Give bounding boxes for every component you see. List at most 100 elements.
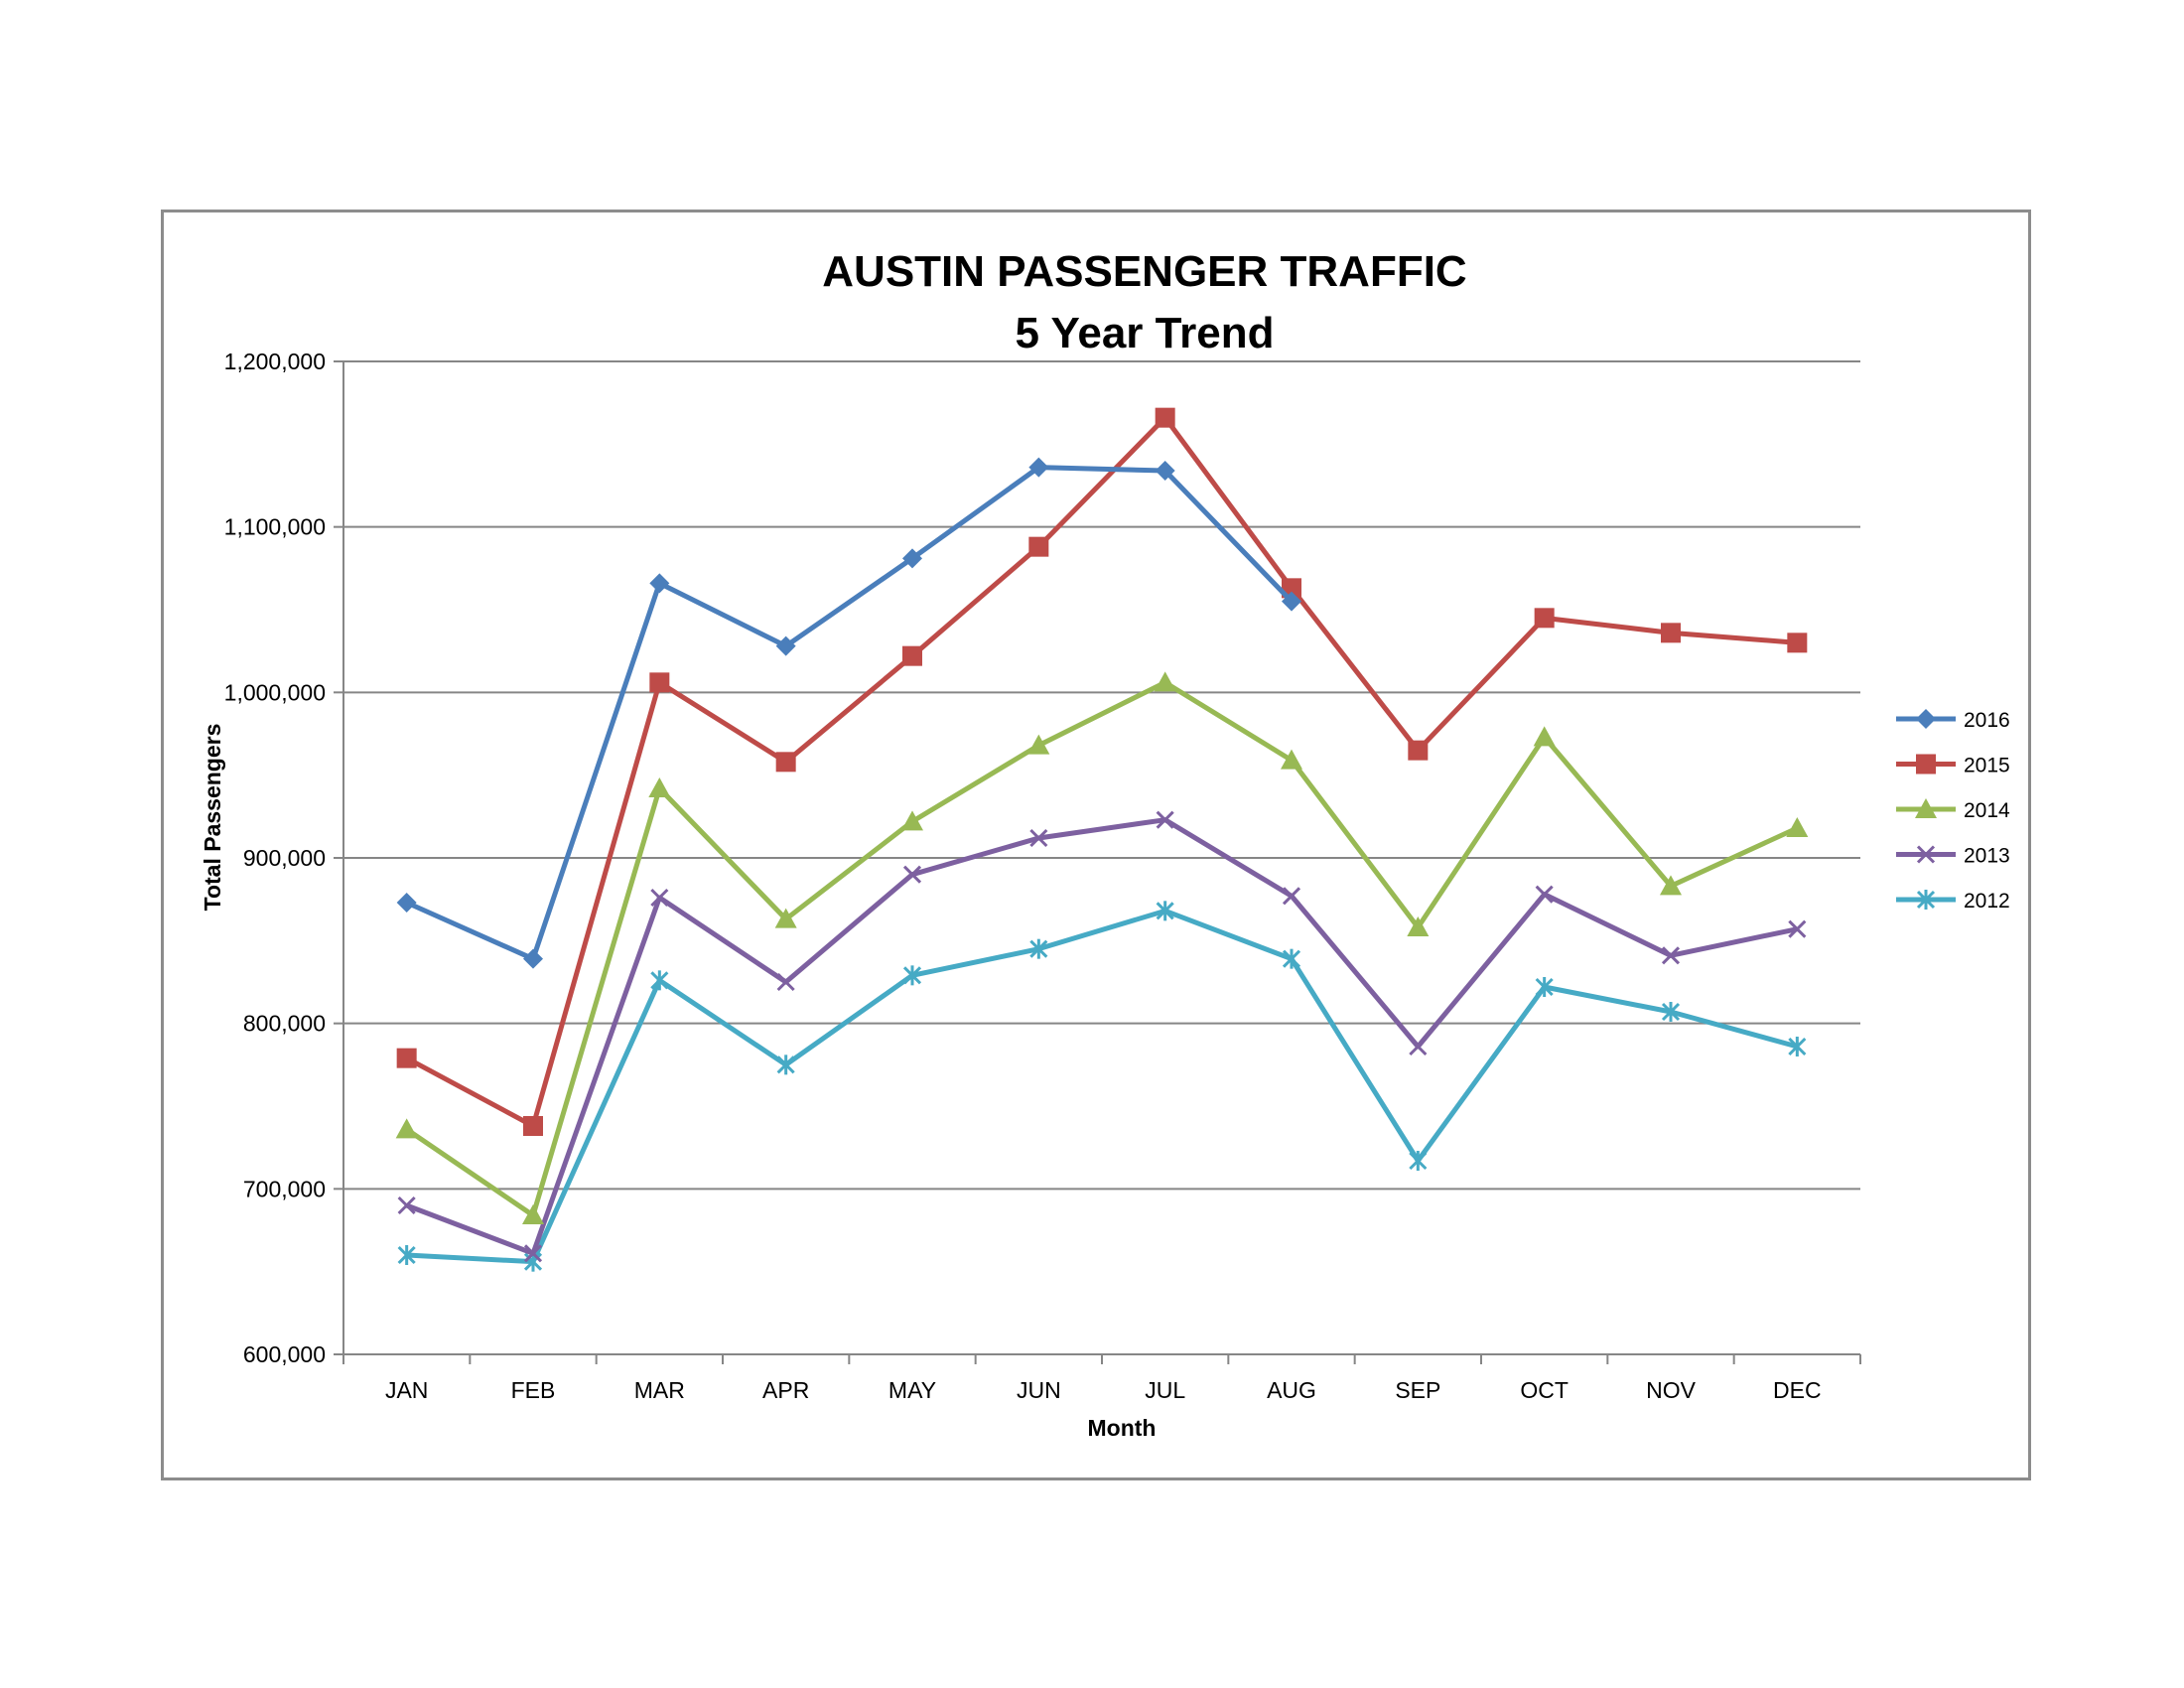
legend-item-2014: 2014	[1896, 798, 2010, 822]
data-point-2013	[650, 888, 669, 908]
data-point-2012	[1788, 1037, 1807, 1056]
data-point-2016	[1028, 457, 1049, 478]
x-tick-label: OCT	[1520, 1377, 1569, 1403]
legend-marker	[1916, 709, 1936, 729]
chart-frame	[161, 210, 2031, 1480]
x-tick-labels: JAN FEB MAR APR MAY JUN JUL AUG SEP OCT NOV DEC	[385, 1377, 1822, 1403]
data-point-2015	[1028, 536, 1049, 557]
legend-marker	[1915, 798, 1937, 818]
series-2012	[397, 901, 1807, 1272]
chart-title-line-1: AUSTIN PASSENGER TRAFFIC	[822, 247, 1466, 296]
data-point-2014	[1407, 916, 1430, 936]
data-point-2014	[1660, 875, 1682, 896]
series-line-2014	[405, 679, 1799, 1218]
data-point-2015	[1534, 608, 1555, 629]
legend-label: 2015	[1964, 755, 2010, 777]
data-point-2015	[523, 1116, 543, 1136]
data-point-2016	[523, 948, 543, 969]
legend-item-2013: 2013	[1896, 845, 2010, 868]
x-tick-label: APR	[762, 1377, 809, 1403]
data-point-2013	[1409, 1037, 1428, 1056]
series-lines	[395, 407, 1809, 1272]
series-line-2015	[405, 415, 1798, 1129]
data-point-2016	[396, 893, 417, 913]
data-point-2012	[1282, 948, 1301, 969]
data-point-2014	[901, 810, 923, 831]
data-point-2014	[774, 908, 797, 928]
data-point-2013	[776, 972, 795, 992]
data-point-2015	[1155, 407, 1175, 428]
series-2015	[396, 407, 1808, 1136]
data-point-2012	[397, 1245, 416, 1265]
x-tick-label: SEP	[1395, 1377, 1440, 1403]
data-point-2013	[1282, 887, 1301, 906]
data-point-2015	[1661, 623, 1681, 643]
series-2016	[396, 457, 1301, 969]
x-tick-label: AUG	[1267, 1377, 1316, 1403]
data-point-2015	[775, 752, 796, 773]
data-point-2012	[650, 970, 669, 991]
legend-marker	[1916, 845, 1936, 864]
data-point-2016	[775, 635, 796, 656]
data-point-2013	[1029, 828, 1048, 848]
data-point-2015	[649, 672, 670, 693]
data-point-2013	[523, 1244, 543, 1263]
x-tick-label: MAR	[634, 1377, 685, 1403]
y-tick-label: 700,000	[243, 1176, 326, 1201]
legend-marker	[1916, 754, 1936, 774]
data-point-2012	[1409, 1151, 1428, 1171]
data-point-2013	[397, 1196, 416, 1215]
gridlines	[343, 360, 1860, 1191]
data-point-2014	[648, 777, 671, 797]
data-point-2015	[902, 645, 922, 666]
data-point-2012	[902, 965, 922, 986]
data-point-2012	[776, 1055, 795, 1075]
data-point-2013	[1788, 919, 1807, 938]
data-point-2013	[902, 865, 922, 884]
legend-label: 2013	[1964, 845, 2010, 868]
legend-marker	[1916, 890, 1936, 910]
legend-item-2015: 2015	[1896, 754, 2010, 777]
data-point-2013	[1156, 810, 1174, 829]
legend-item-2012: 2012	[1896, 890, 2010, 913]
data-point-2014	[1281, 749, 1302, 770]
x-tick-label: DEC	[1773, 1377, 1822, 1403]
data-point-2016	[649, 573, 670, 594]
series-line-2013	[405, 817, 1798, 1256]
series-line-2012	[406, 908, 1798, 1265]
y-tick-label: 900,000	[243, 845, 326, 871]
data-point-2016	[902, 548, 922, 569]
legend: 2016 2015 2014 2013 2012	[1896, 709, 2010, 913]
x-axis-label: Month	[1088, 1415, 1157, 1441]
data-point-2012	[1661, 1002, 1681, 1022]
data-point-2014	[1027, 734, 1050, 755]
data-point-2015	[396, 1048, 417, 1068]
data-point-2012	[1029, 938, 1048, 959]
data-point-2012	[1156, 901, 1174, 921]
data-point-2012	[1535, 977, 1554, 997]
data-point-2013	[1535, 885, 1554, 904]
y-tick-label: 1,000,000	[224, 679, 326, 705]
legend-label: 2012	[1964, 890, 2010, 913]
chart-title-line-2: 5 Year Trend	[1016, 309, 1275, 357]
series-line-2016	[405, 465, 1294, 962]
data-point-2016	[1282, 591, 1301, 612]
data-point-2014	[1786, 817, 1809, 837]
legend-label: 2016	[1964, 709, 2010, 732]
x-tick-label: JUN	[1017, 1377, 1061, 1403]
data-point-2015	[1408, 740, 1429, 761]
y-tick-label: 600,000	[243, 1341, 326, 1367]
x-tick-label: JUL	[1145, 1377, 1185, 1403]
data-point-2016	[1155, 461, 1175, 481]
y-tick-label: 1,100,000	[224, 514, 326, 540]
y-tick-label: 800,000	[243, 1011, 326, 1037]
x-tick-label: FEB	[511, 1377, 556, 1403]
series-2014	[395, 671, 1809, 1224]
data-point-2014	[522, 1204, 544, 1224]
legend-item-2016: 2016	[1896, 709, 2010, 732]
data-point-2013	[1661, 946, 1681, 965]
data-point-2014	[1154, 671, 1176, 692]
y-axis-label: Total Passengers	[200, 724, 225, 912]
data-point-2014	[395, 1118, 418, 1139]
